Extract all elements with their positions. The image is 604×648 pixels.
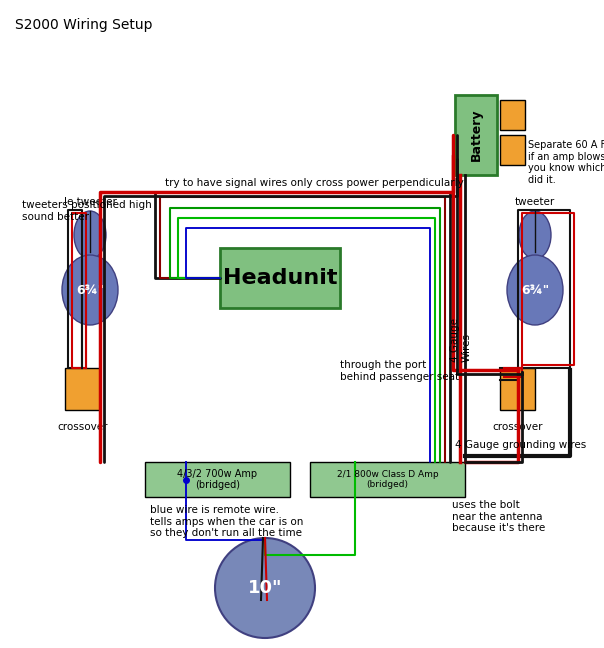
Text: 6¾": 6¾" xyxy=(521,284,549,297)
Ellipse shape xyxy=(507,255,563,325)
Text: 2/1 800w Class D Amp
(bridged): 2/1 800w Class D Amp (bridged) xyxy=(336,470,439,489)
Text: crossover: crossover xyxy=(492,422,543,432)
FancyBboxPatch shape xyxy=(145,462,290,497)
Ellipse shape xyxy=(62,255,118,325)
Text: crossover: crossover xyxy=(57,422,108,432)
Circle shape xyxy=(215,538,315,638)
Text: S2000 Wiring Setup: S2000 Wiring Setup xyxy=(15,18,152,32)
FancyBboxPatch shape xyxy=(500,368,535,410)
FancyBboxPatch shape xyxy=(500,135,525,165)
FancyBboxPatch shape xyxy=(500,100,525,130)
Text: tweeters positioned high
sound better: tweeters positioned high sound better xyxy=(22,200,152,222)
Text: 4 Gauge grounding wires: 4 Gauge grounding wires xyxy=(455,440,586,450)
FancyBboxPatch shape xyxy=(455,95,497,175)
Text: Battery: Battery xyxy=(469,109,483,161)
Text: uses the bolt
near the antenna
because it's there: uses the bolt near the antenna because i… xyxy=(452,500,545,533)
Text: 4 Gauge
Wires: 4 Gauge Wires xyxy=(450,318,472,362)
Ellipse shape xyxy=(519,211,551,259)
Text: Headunit: Headunit xyxy=(223,268,337,288)
Text: le tweeter: le tweeter xyxy=(63,197,117,207)
Ellipse shape xyxy=(74,211,106,259)
FancyBboxPatch shape xyxy=(310,462,465,497)
Text: 10": 10" xyxy=(248,579,282,597)
Text: blue wire is remote wire.
tells amps when the car is on
so they don't run all th: blue wire is remote wire. tells amps whe… xyxy=(150,505,303,538)
FancyBboxPatch shape xyxy=(65,368,100,410)
FancyBboxPatch shape xyxy=(220,248,340,308)
Text: Separate 60 A Fuses
if an amp blows a fuse,
you know which one
did it.: Separate 60 A Fuses if an amp blows a fu… xyxy=(528,140,604,185)
Text: 4/3/2 700w Amp
(bridged): 4/3/2 700w Amp (bridged) xyxy=(178,469,257,491)
Text: through the port
behind passenger seat: through the port behind passenger seat xyxy=(340,360,459,382)
Text: try to have signal wires only cross power perpendicularly: try to have signal wires only cross powe… xyxy=(165,178,464,188)
Text: 6¾": 6¾" xyxy=(76,284,104,297)
Text: tweeter: tweeter xyxy=(515,197,555,207)
